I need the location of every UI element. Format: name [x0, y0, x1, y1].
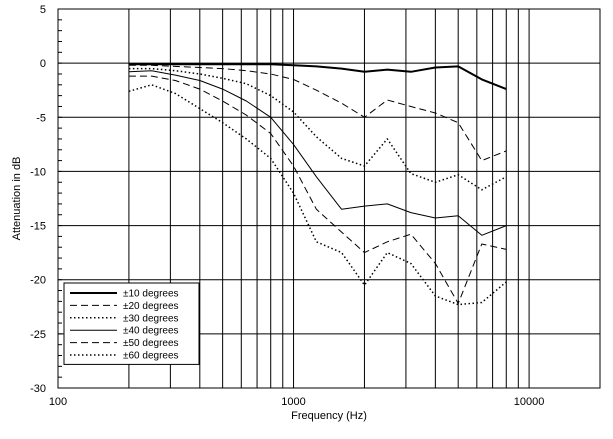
- y-tick-label: -25: [30, 329, 46, 341]
- legend-label: ±10 degrees: [123, 289, 179, 300]
- series-line: [128, 63, 507, 91]
- legend-label: ±20 degrees: [123, 301, 179, 312]
- series-line: [128, 84, 507, 306]
- y-tick-label: -5: [36, 112, 46, 124]
- y-tick-label: -15: [30, 221, 46, 233]
- legend-label: ±30 degrees: [123, 313, 179, 324]
- series-line: [128, 70, 507, 236]
- legend-label: ±50 degrees: [123, 338, 179, 349]
- y-tick-label: -30: [30, 383, 46, 395]
- series-lines: [128, 63, 507, 306]
- y-tick-label: 0: [40, 58, 46, 70]
- plot-frame: [57, 8, 601, 389]
- series-line: [128, 67, 507, 191]
- legend-label: ±40 degrees: [123, 326, 179, 337]
- x-tick-label: 100: [49, 396, 67, 408]
- x-tick-label: 10000: [514, 396, 545, 408]
- series-line: [128, 75, 507, 304]
- x-tick-label: 1000: [281, 396, 305, 408]
- legend: ±10 degrees±20 degrees±30 degrees ±40 deg…: [63, 282, 200, 365]
- y-axis-label: Attenuation in dB: [11, 157, 23, 241]
- x-axis-label: Frequency (Hz): [291, 410, 367, 422]
- legend-items: ±10 degrees±20 degrees±30 degrees ±40 deg…: [70, 289, 179, 362]
- series-line: [128, 64, 507, 162]
- y-tick-label: -10: [30, 166, 46, 178]
- legend-label: ±60 degrees: [123, 351, 179, 362]
- legend-box: [63, 282, 200, 365]
- y-tick-label: 5: [40, 4, 46, 16]
- y-tick-label: -20: [30, 275, 46, 287]
